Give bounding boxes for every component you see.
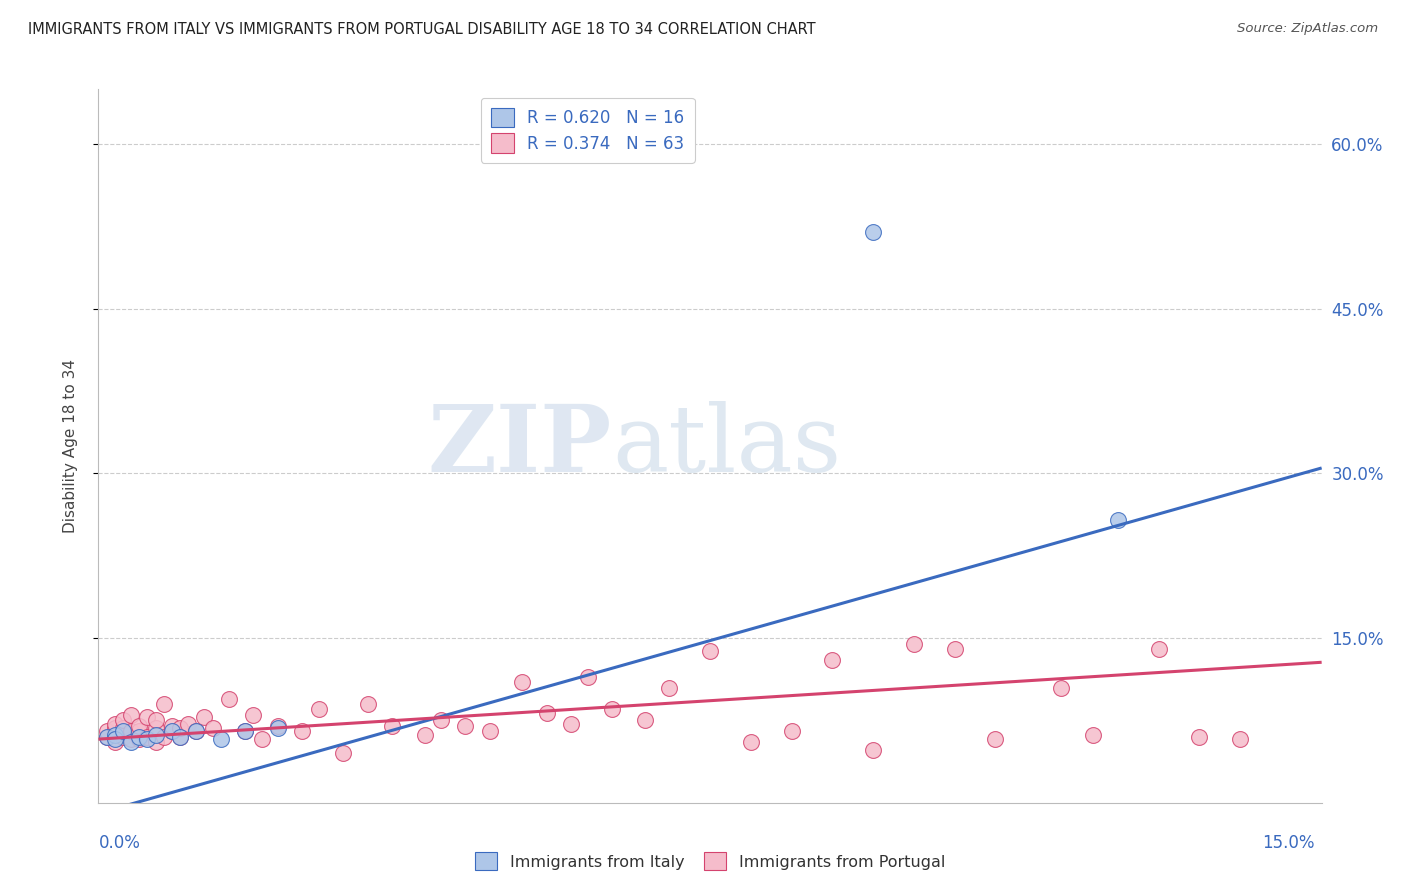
Point xyxy=(136,732,159,747)
Point xyxy=(478,724,501,739)
Point xyxy=(145,735,167,749)
Point xyxy=(413,728,436,742)
Point xyxy=(943,642,966,657)
Point xyxy=(512,675,534,690)
Point xyxy=(356,697,378,711)
Point xyxy=(308,702,330,716)
Point xyxy=(104,716,127,731)
Y-axis label: Disability Age 18 to 34: Disability Age 18 to 34 xyxy=(63,359,77,533)
Point xyxy=(233,724,256,739)
Point xyxy=(128,724,150,739)
Point xyxy=(145,714,167,728)
Point xyxy=(1229,732,1251,747)
Point xyxy=(160,724,183,739)
Point xyxy=(984,732,1007,747)
Point xyxy=(233,724,256,739)
Point xyxy=(1049,681,1071,695)
Point xyxy=(96,730,118,744)
Point xyxy=(291,724,314,739)
Point xyxy=(381,719,404,733)
Point xyxy=(740,735,762,749)
Point xyxy=(145,721,167,735)
Point xyxy=(104,732,127,747)
Point xyxy=(600,702,623,716)
Text: IMMIGRANTS FROM ITALY VS IMMIGRANTS FROM PORTUGAL DISABILITY AGE 18 TO 34 CORREL: IMMIGRANTS FROM ITALY VS IMMIGRANTS FROM… xyxy=(28,22,815,37)
Point xyxy=(120,735,142,749)
Point xyxy=(1147,642,1170,657)
Point xyxy=(186,724,208,739)
Point xyxy=(152,697,174,711)
Point xyxy=(267,719,290,733)
Point xyxy=(634,714,657,728)
Point xyxy=(218,691,240,706)
Point xyxy=(160,719,183,733)
Point xyxy=(242,708,264,723)
Text: 0.0%: 0.0% xyxy=(98,834,141,852)
Point xyxy=(536,706,558,720)
Point xyxy=(120,724,142,739)
Point xyxy=(120,708,142,723)
Point xyxy=(169,730,191,744)
Point xyxy=(111,730,134,744)
Point xyxy=(111,721,134,735)
Point xyxy=(104,735,127,749)
Point xyxy=(862,743,884,757)
Point xyxy=(1188,730,1211,744)
Text: 15.0%: 15.0% xyxy=(1263,834,1315,852)
Point xyxy=(96,730,118,744)
Legend: Immigrants from Italy, Immigrants from Portugal: Immigrants from Italy, Immigrants from P… xyxy=(468,846,952,877)
Point xyxy=(128,732,150,747)
Text: ZIP: ZIP xyxy=(427,401,612,491)
Point xyxy=(209,732,232,747)
Point xyxy=(169,730,191,744)
Point xyxy=(145,728,167,742)
Point xyxy=(430,714,453,728)
Point xyxy=(1083,728,1105,742)
Text: atlas: atlas xyxy=(612,401,841,491)
Point xyxy=(821,653,844,667)
Point xyxy=(160,724,183,739)
Point xyxy=(1107,512,1129,526)
Point xyxy=(111,724,134,739)
Point xyxy=(201,721,224,735)
Point xyxy=(104,728,127,742)
Point xyxy=(104,721,127,735)
Point xyxy=(120,732,142,747)
Point xyxy=(136,730,159,744)
Point xyxy=(169,721,191,735)
Point xyxy=(454,719,477,733)
Point xyxy=(128,719,150,733)
Point xyxy=(96,724,118,739)
Point xyxy=(560,716,582,731)
Point xyxy=(267,721,290,735)
Point xyxy=(136,710,159,724)
Point xyxy=(658,681,681,695)
Text: Source: ZipAtlas.com: Source: ZipAtlas.com xyxy=(1237,22,1378,36)
Point xyxy=(128,730,150,744)
Point xyxy=(576,669,599,683)
Point xyxy=(177,716,200,731)
Point xyxy=(332,747,354,761)
Point xyxy=(186,724,208,739)
Point xyxy=(152,730,174,744)
Point xyxy=(699,644,721,658)
Point xyxy=(862,225,884,239)
Point xyxy=(111,714,134,728)
Point xyxy=(780,724,803,739)
Point xyxy=(193,710,215,724)
Point xyxy=(250,732,273,747)
Point xyxy=(903,637,925,651)
